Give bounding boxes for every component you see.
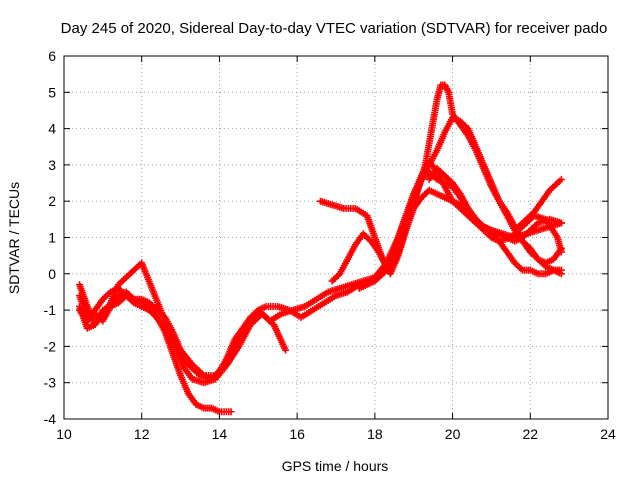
y-tick-label: 6 [48, 48, 56, 64]
x-tick-label: 24 [600, 426, 616, 442]
x-tick-label: 16 [289, 426, 305, 442]
y-tick-label: -3 [44, 375, 57, 391]
chart-title: Day 245 of 2020, Sidereal Day-to-day VTE… [61, 20, 608, 37]
x-tick-label: 22 [522, 426, 538, 442]
data-point [281, 346, 289, 354]
data-point [557, 266, 565, 274]
y-tick-label: 5 [48, 84, 56, 100]
series-trace-h [425, 165, 565, 278]
y-tick-label: 0 [48, 266, 56, 282]
y-tick-label: 4 [48, 121, 56, 137]
x-axis: 10 12 14 16 18 20 22 24 [56, 56, 616, 442]
y-tick-label: 1 [48, 230, 56, 246]
x-axis-label: GPS time / hours [282, 458, 389, 474]
x-tick-label: 20 [445, 426, 461, 442]
data-point [227, 408, 235, 416]
x-tick-label: 14 [212, 426, 228, 442]
x-tick-label: 12 [134, 426, 150, 442]
series-trace-d [76, 292, 289, 379]
x-tick-label: 18 [367, 426, 383, 442]
data-marks [76, 81, 565, 416]
y-tick-label: -2 [44, 338, 57, 354]
y-tick-label: 3 [48, 157, 56, 173]
y-axis: -4 -3 -2 -1 0 1 2 3 4 5 6 [44, 48, 608, 427]
series-trace-g [355, 114, 565, 292]
y-tick-label: 2 [48, 193, 56, 209]
y-axis-label: SDTVAR / TECUs [6, 182, 22, 294]
data-point [557, 175, 565, 183]
series-trace-i [515, 175, 565, 231]
data-point [557, 244, 565, 252]
y-tick-label: -4 [44, 411, 57, 427]
y-tick-label: -1 [44, 302, 57, 318]
x-tick-label: 10 [56, 426, 72, 442]
data-point [557, 219, 565, 227]
